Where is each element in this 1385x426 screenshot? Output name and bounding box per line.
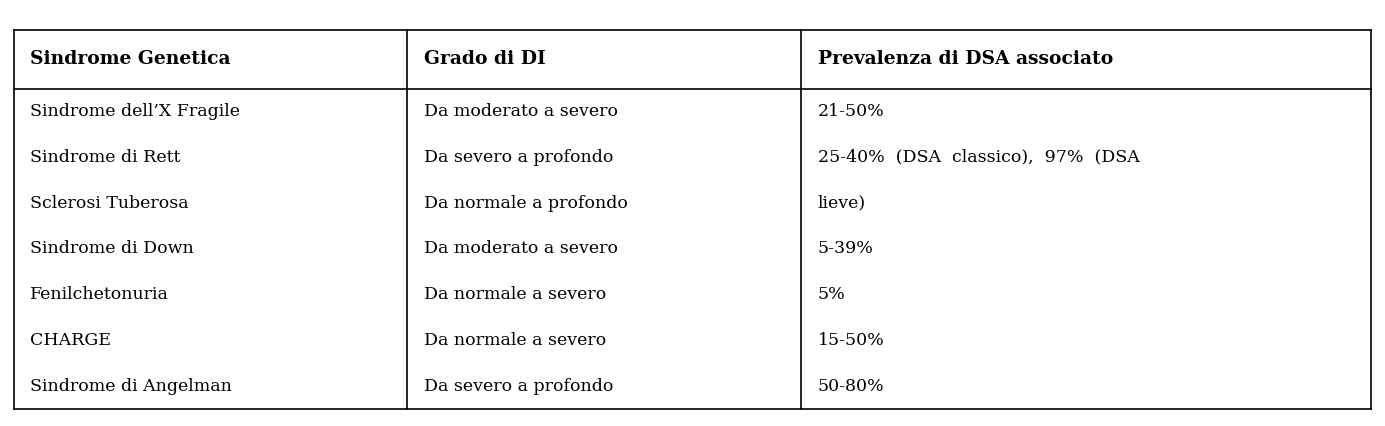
Text: 50-80%: 50-80% (817, 377, 885, 394)
Text: Grado di DI: Grado di DI (424, 50, 546, 68)
Text: 5-39%: 5-39% (817, 240, 874, 257)
Text: 5%: 5% (817, 286, 845, 303)
Text: Sindrome di Rett: Sindrome di Rett (30, 149, 181, 166)
Text: Da moderato a severo: Da moderato a severo (424, 103, 618, 120)
Text: 25-40%  (DSA  classico),  97%  (DSA: 25-40% (DSA classico), 97% (DSA (817, 149, 1140, 166)
Text: Sindrome dell’X Fragile: Sindrome dell’X Fragile (30, 103, 241, 120)
Text: Prevalenza di DSA associato: Prevalenza di DSA associato (817, 50, 1114, 68)
Text: lieve): lieve) (817, 195, 866, 211)
Text: Fenilchetonuria: Fenilchetonuria (30, 286, 169, 303)
Text: Da normale a severo: Da normale a severo (424, 332, 607, 349)
Text: CHARGE: CHARGE (30, 332, 111, 349)
Text: Sindrome Genetica: Sindrome Genetica (30, 50, 231, 68)
Text: Da moderato a severo: Da moderato a severo (424, 240, 618, 257)
Text: 15-50%: 15-50% (817, 332, 885, 349)
Text: Da normale a profondo: Da normale a profondo (424, 195, 627, 211)
Text: Da severo a profondo: Da severo a profondo (424, 149, 614, 166)
Text: Da normale a severo: Da normale a severo (424, 286, 607, 303)
Text: 21-50%: 21-50% (817, 103, 885, 120)
Text: Sindrome di Down: Sindrome di Down (30, 240, 194, 257)
Text: Da severo a profondo: Da severo a profondo (424, 377, 614, 394)
Text: Sindrome di Angelman: Sindrome di Angelman (30, 377, 233, 394)
Text: Sclerosi Tuberosa: Sclerosi Tuberosa (30, 195, 190, 211)
